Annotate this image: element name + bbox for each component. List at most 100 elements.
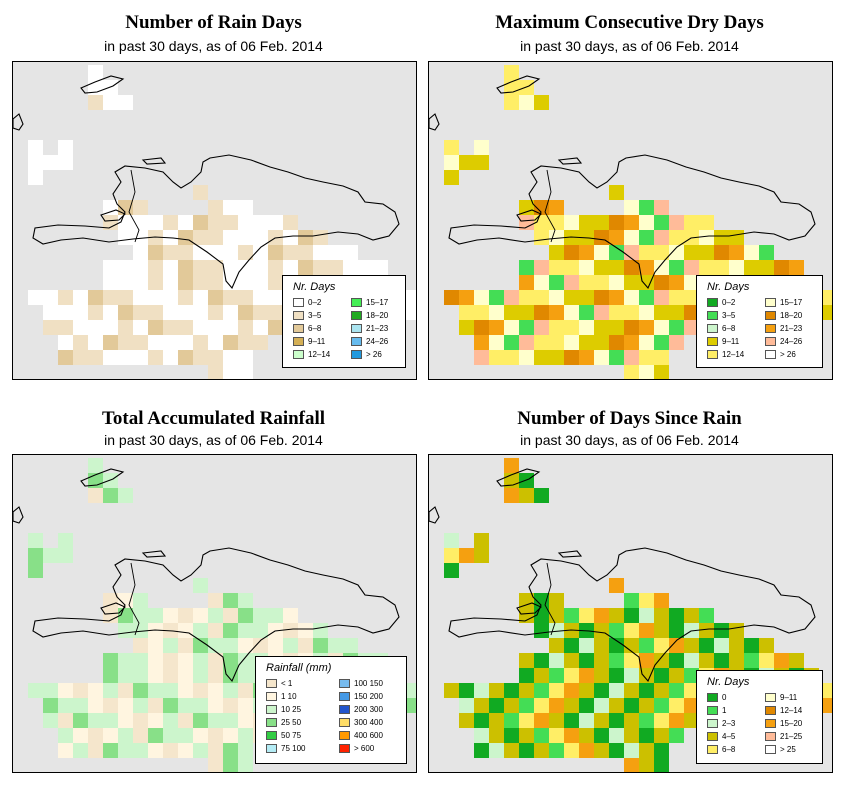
grid-cell	[208, 743, 223, 758]
grid-cell	[609, 638, 624, 653]
grid-cell	[729, 260, 744, 275]
grid-cell	[639, 335, 654, 350]
legend-label: 0–2	[308, 298, 322, 307]
legend-label: 3–5	[722, 311, 736, 320]
grid-cell	[459, 290, 474, 305]
grid-cell	[178, 245, 193, 260]
grid-cell	[163, 608, 178, 623]
grid-cell	[238, 623, 253, 638]
legend-item: 9–11	[293, 337, 325, 347]
island-coastline	[516, 602, 542, 615]
grid-cell	[178, 638, 193, 653]
grid-cell	[118, 320, 133, 335]
grid-cell	[193, 260, 208, 275]
grid-cell	[579, 683, 594, 698]
grid-cell	[549, 350, 564, 365]
grid-cell	[223, 275, 238, 290]
grid-cell	[639, 305, 654, 320]
legend-swatch	[707, 745, 718, 754]
grid-cell	[759, 245, 774, 260]
grid-cell	[268, 608, 283, 623]
grid-cell	[58, 743, 73, 758]
grid-cell	[133, 713, 148, 728]
legend-item: 18–20	[351, 311, 388, 321]
grid-cell	[549, 245, 564, 260]
grid-cell	[223, 743, 238, 758]
grid-cell	[133, 230, 148, 245]
grid-cell	[283, 230, 298, 245]
grid-cell	[684, 245, 699, 260]
grid-cell	[103, 698, 118, 713]
grid-cell	[639, 668, 654, 683]
grid-cell	[208, 305, 223, 320]
grid-cell	[118, 290, 133, 305]
grid-cell	[639, 320, 654, 335]
grid-cell	[489, 320, 504, 335]
panel-total-rainfall: Total Accumulated Rainfall in past 30 da…	[12, 396, 417, 778]
grid-cell	[579, 698, 594, 713]
legend-label: 9–11	[780, 693, 798, 702]
grid-cell	[504, 350, 519, 365]
panel-title: Maximum Consecutive Dry Days	[495, 12, 764, 33]
grid-cell	[534, 260, 549, 275]
grid-cell	[223, 215, 238, 230]
legend-label: 0–2	[722, 298, 736, 307]
grid-cell	[564, 668, 579, 683]
grid-cell	[444, 563, 459, 578]
grid-cell	[729, 653, 744, 668]
grid-cell	[714, 245, 729, 260]
grid-cell	[639, 593, 654, 608]
grid-cell	[549, 200, 564, 215]
grid-cell	[609, 653, 624, 668]
grid-cell	[639, 275, 654, 290]
grid-cell	[238, 683, 253, 698]
grid-cell	[729, 623, 744, 638]
grid-cell	[624, 683, 639, 698]
legend-item: 18–20	[765, 311, 802, 321]
grid-cell	[178, 623, 193, 638]
grid-cell	[519, 743, 534, 758]
grid-cell	[609, 245, 624, 260]
grid-cell	[564, 698, 579, 713]
grid-cell	[298, 260, 313, 275]
grid-cell	[133, 728, 148, 743]
grid-cell	[474, 533, 489, 548]
grid-cell	[238, 275, 253, 290]
grid-cell	[223, 758, 238, 772]
grid-cell	[459, 713, 474, 728]
grid-cell	[699, 230, 714, 245]
grid-cell	[579, 653, 594, 668]
hispaniola-coastline	[448, 154, 816, 290]
grid-cell	[58, 155, 73, 170]
grid-cell	[193, 245, 208, 260]
grid-cell	[774, 260, 789, 275]
grid-cell	[193, 290, 208, 305]
grid-cell	[238, 638, 253, 653]
grid-cell	[549, 668, 564, 683]
grid-cell	[534, 350, 549, 365]
grid-cell	[639, 260, 654, 275]
grid-cell	[88, 350, 103, 365]
grid-cell	[223, 668, 238, 683]
grid-cell	[148, 668, 163, 683]
grid-cell	[103, 593, 118, 608]
legend-item: 0	[707, 693, 726, 703]
grid-cell	[639, 728, 654, 743]
legend-item: 10 25	[266, 705, 301, 715]
grid-cell	[564, 713, 579, 728]
island-coastline	[13, 506, 24, 524]
grid-cell	[133, 593, 148, 608]
grid-cell	[609, 290, 624, 305]
grid-cell	[579, 275, 594, 290]
grid-cell	[534, 320, 549, 335]
grid-cell	[253, 230, 268, 245]
grid-cell	[594, 743, 609, 758]
legend-swatch	[765, 732, 776, 741]
grid-cell	[58, 140, 73, 155]
legend-swatch	[266, 718, 277, 727]
grid-cell	[489, 743, 504, 758]
legend-label: > 600	[354, 744, 375, 753]
grid-cell	[163, 743, 178, 758]
grid-cell	[639, 365, 654, 379]
legend-swatch	[707, 693, 718, 702]
